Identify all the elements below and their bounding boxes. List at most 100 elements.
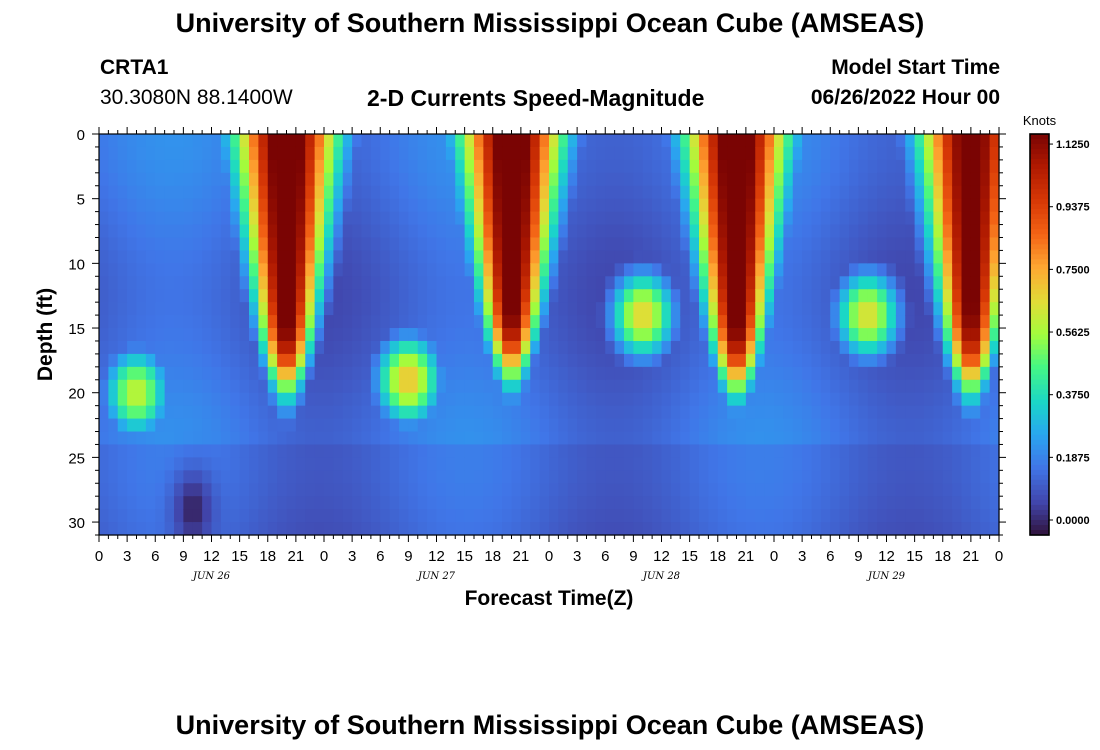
heatmap-cell [380,457,391,471]
heatmap-cell [520,522,531,536]
heatmap-cell [277,289,288,303]
heatmap-cell [605,379,616,394]
heatmap-cell [108,444,119,458]
heatmap-cell [136,185,147,200]
heatmap-cell [792,237,803,252]
heatmap-cell [155,470,166,484]
heatmap-cell [145,276,156,290]
heatmap-cell [961,237,972,252]
heatmap-cell [333,444,344,458]
heatmap-cell [370,457,381,471]
heatmap-cell [183,392,194,407]
heatmap-cell [886,418,897,433]
heatmap-cell [474,405,484,420]
colorbar-swatch [1030,139,1049,145]
heatmap-cell [652,483,663,497]
heatmap-cell [342,315,353,329]
heatmap-cell [277,276,288,290]
heatmap-cell [464,185,475,200]
heatmap-cell [558,353,569,368]
heatmap-cell [980,263,991,277]
x-tick-label: 15 [231,548,248,565]
heatmap-cell [942,353,953,368]
heatmap-cell [661,276,672,290]
heatmap-cell [352,198,363,213]
heatmap-cell [605,328,616,342]
heatmap-cell [820,159,831,174]
heatmap-cell [183,134,194,148]
heatmap-cell [492,483,503,497]
colorbar-swatch [1030,334,1049,341]
heatmap-cell [661,146,672,161]
heatmap-cell [783,366,794,381]
heatmap-cell [745,353,756,368]
heatmap-cell [127,211,138,226]
y-tick-label: 20 [68,386,85,403]
heatmap-cell [839,340,850,355]
heatmap-cell [314,431,325,446]
heatmap-cell [445,470,456,484]
heatmap-cell [792,185,803,200]
heatmap-cell [689,431,700,446]
heatmap-cell [736,509,747,523]
heatmap-cell [352,379,363,394]
heatmap-cell [183,379,194,394]
heatmap-cell [445,185,456,200]
heatmap-cell [230,302,241,316]
heatmap-cell [942,159,953,174]
heatmap-cell [314,457,325,471]
heatmap-cell [361,392,372,407]
heatmap-cell [408,276,419,290]
heatmap-cell [914,250,925,264]
heatmap-cell [99,315,109,329]
heatmap-cell [492,172,503,187]
heatmap-cell [445,353,456,368]
heatmap-cell [849,159,859,174]
heatmap-cell [211,470,222,484]
heatmap-cell [314,405,325,420]
heatmap-cell [230,276,241,290]
heatmap-cell [670,509,681,523]
heatmap-cell [258,366,269,381]
heatmap-cell [652,366,663,381]
heatmap-cell [755,276,766,290]
heatmap-cell [624,522,634,536]
heatmap-cell [455,522,466,536]
heatmap-cell [624,276,634,290]
heatmap-cell [652,276,663,290]
heatmap-cell [530,418,541,433]
heatmap-cell [624,340,634,355]
heatmap-cell [511,185,522,200]
heatmap-cell [174,263,184,277]
heatmap-cell [342,418,353,433]
heatmap-cell [783,444,794,458]
heatmap-cell [427,224,438,239]
heatmap-cell [474,276,484,290]
heatmap-cell [727,146,738,161]
heatmap-cell [755,159,766,174]
heatmap-cell [886,496,897,510]
heatmap-cell [164,185,175,200]
heatmap-cell [333,496,344,510]
heatmap-cell [399,134,409,148]
heatmap-cell [164,224,175,239]
heatmap-cell [220,353,231,368]
heatmap-cell [249,353,259,368]
heatmap-cell [108,509,119,523]
heatmap-cell [445,263,456,277]
heatmap-cell [417,470,428,484]
heatmap-cell [211,405,222,420]
colorbar-swatch [1030,384,1049,391]
heatmap-cell [127,340,138,355]
heatmap-cell [670,405,681,420]
heatmap-cell [942,263,953,277]
heatmap-cell [117,250,128,264]
heatmap-cell [699,340,709,355]
heatmap-cell [933,392,944,407]
heatmap-cell [689,302,700,316]
heatmap-cell [586,315,597,329]
heatmap-cell [324,418,334,433]
heatmap-cell [511,353,522,368]
heatmap-cell [895,353,906,368]
heatmap-cell [455,340,466,355]
